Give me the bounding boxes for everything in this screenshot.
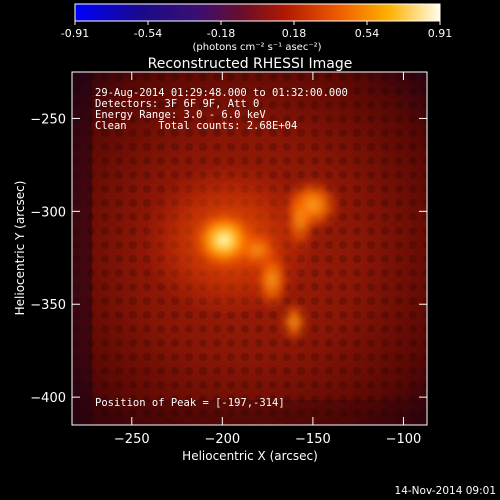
annotation-time-range: 29-Aug-2014 01:29:48.000 to 01:32:00.000 <box>95 87 348 99</box>
y-axis-label: Heliocentric Y (arcsec) <box>13 181 27 316</box>
colorbar-tick: -0.91 <box>61 27 89 40</box>
x-tick-label: −250 <box>114 432 150 447</box>
colorbar-units: (photons cm⁻² s⁻¹ asec⁻²) <box>192 42 321 53</box>
x-axis: −250 −200 −150 −100 <box>114 72 421 447</box>
plot-frame <box>71 71 428 426</box>
y-tick-label: −250 <box>30 112 66 127</box>
colorbar-tick: 0.54 <box>355 27 380 40</box>
plot-title: Reconstructed RHESSI Image <box>148 56 353 72</box>
y-axis: −250 −300 −350 −400 <box>30 112 427 406</box>
x-tick-label: −150 <box>295 432 331 447</box>
y-tick-label: −400 <box>30 391 66 406</box>
footer-timestamp: 14-Nov-2014 09:01 <box>395 485 496 497</box>
annotation-peak-position: Position of Peak = [-197,-314] <box>95 397 285 409</box>
x-tick-label: −100 <box>386 432 422 447</box>
colorbar-gradient <box>74 3 441 22</box>
solar-image <box>72 72 427 425</box>
colorbar-tick: 0.91 <box>428 27 453 40</box>
colorbar-tick: -0.18 <box>207 27 235 40</box>
annotation-energy-range: Energy Range: 3.0 - 6.0 keV <box>95 109 266 121</box>
x-tick-label: −200 <box>204 432 240 447</box>
y-tick-label: −300 <box>30 205 66 220</box>
annotation-clean-counts: Clean Total counts: 2.68E+04 <box>95 120 297 132</box>
y-tick-label: −350 <box>30 298 66 313</box>
colorbar-tick: 0.18 <box>282 27 307 40</box>
colorbar-tick: -0.54 <box>134 27 162 40</box>
annotation-detectors: Detectors: 3F 6F 9F, Att 0 <box>95 98 259 110</box>
x-axis-label: Heliocentric X (arcsec) <box>182 449 318 463</box>
colorbar: -0.91 -0.54 -0.18 0.18 0.54 0.91 (photon… <box>61 3 453 53</box>
